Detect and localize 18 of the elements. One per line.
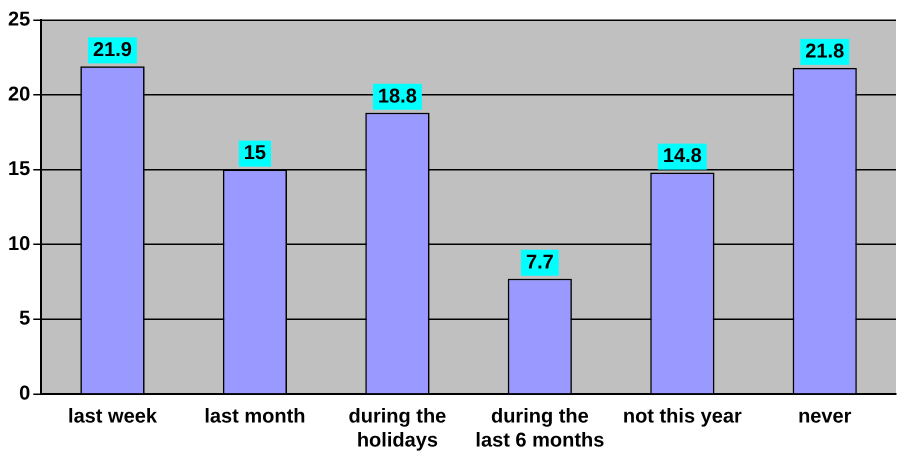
x-tick-label: never [798,406,852,428]
y-tick-label: 10 [8,232,30,255]
y-tick-label: 25 [8,8,30,31]
data-label: 15 [244,142,266,164]
y-tick-label: 5 [19,308,30,330]
x-tick-label: last month [204,406,306,428]
y-tick-label: 20 [8,83,30,106]
x-tick-label: last week [68,406,158,428]
x-tick-label: during the last 6 months [475,406,604,452]
x-tick-label: during the holidays [348,406,446,452]
data-label: 21.9 [93,38,132,61]
data-label: 7.7 [526,251,554,274]
y-tick-label: 15 [8,158,30,180]
data-label: 21.8 [805,40,844,62]
data-label: 18.8 [378,85,417,108]
y-tick-label: 0 [19,382,30,405]
data-label: 14.8 [662,145,702,168]
x-tick-label: not this year [622,406,742,428]
